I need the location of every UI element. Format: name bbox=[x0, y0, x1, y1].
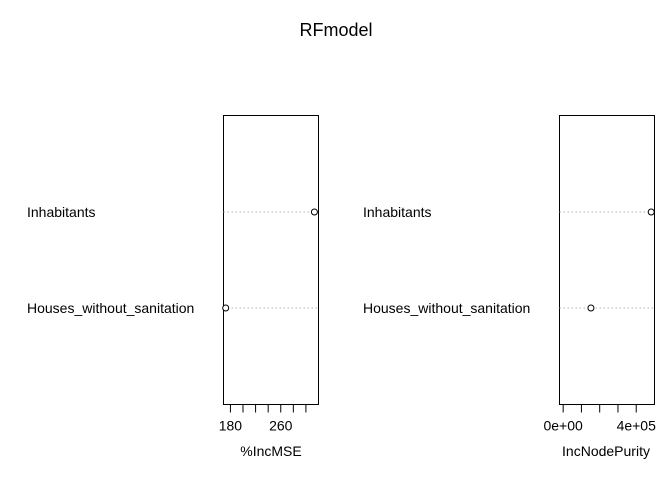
panel-incmse-xlabel: %IncMSE bbox=[240, 443, 301, 459]
data-point bbox=[647, 208, 655, 216]
panel-incmse-box bbox=[223, 115, 319, 405]
panel-incnodepurity: Inhabitants Houses_without_sanitation 0e+… bbox=[363, 115, 657, 459]
x-tick-label: 180 bbox=[219, 418, 243, 434]
panel-incnodepurity-xlabel: IncNodePurity bbox=[562, 443, 650, 459]
x-tick-label: 0e+00 bbox=[543, 418, 583, 434]
x-tick-label: 4e+05 bbox=[617, 418, 657, 434]
data-point bbox=[222, 304, 230, 312]
data-point bbox=[587, 304, 595, 312]
category-label: Inhabitants bbox=[363, 204, 432, 220]
data-point bbox=[310, 208, 318, 216]
category-label: Houses_without_sanitation bbox=[363, 300, 530, 316]
category-label: Inhabitants bbox=[27, 204, 96, 220]
panel-incnodepurity-box bbox=[559, 115, 655, 405]
figure-title: RFmodel bbox=[299, 20, 372, 40]
panel-incmse: Inhabitants Houses_without_sanitation 180… bbox=[27, 115, 319, 459]
category-label: Houses_without_sanitation bbox=[27, 300, 194, 316]
x-tick-label: 260 bbox=[269, 418, 293, 434]
